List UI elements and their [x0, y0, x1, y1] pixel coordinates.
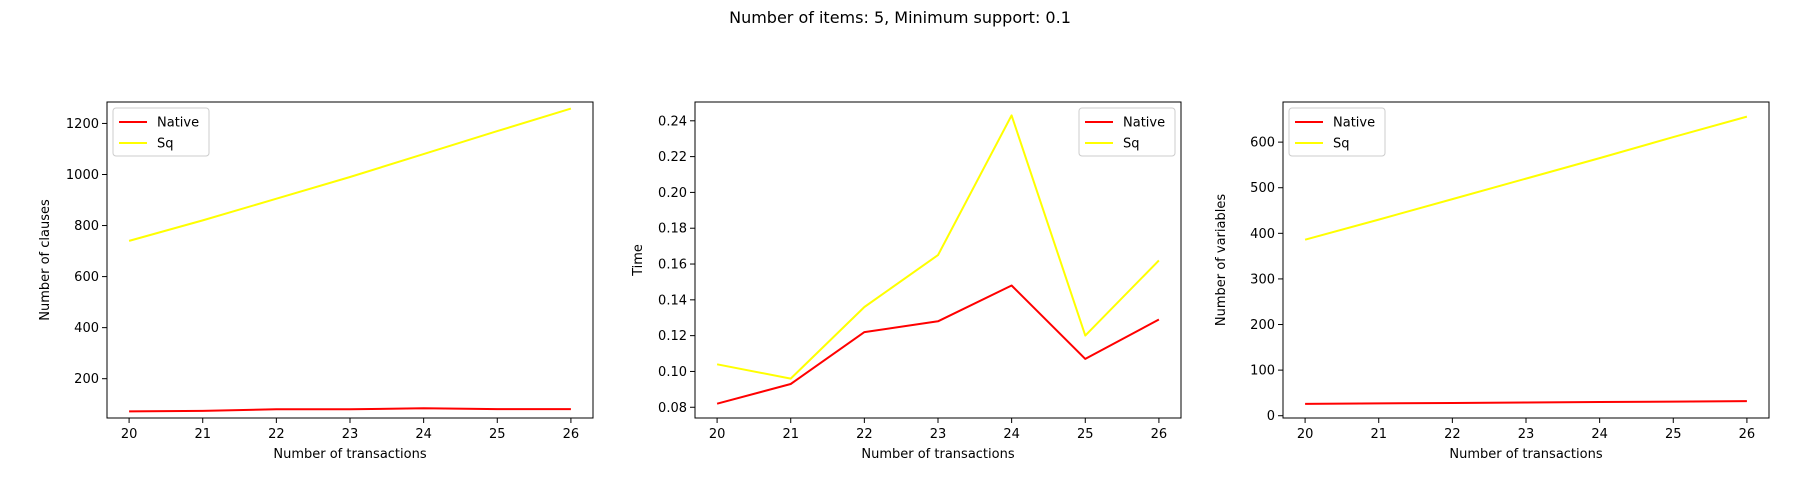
- legend-label-sq: Sq: [1123, 137, 1140, 152]
- x-tick-label: 26: [563, 427, 580, 442]
- legend: Native Sq: [112, 107, 210, 157]
- legend-label-native: Native: [1333, 116, 1375, 131]
- x-tick-label: 25: [1665, 427, 1682, 442]
- y-tick-label: 1200: [66, 117, 99, 132]
- series-line-native: [716, 284, 1160, 405]
- legend-label-native: Native: [1123, 116, 1165, 131]
- subplot-1: 20 21 22 23 24 25 26 200 400 600 800 1000 1200 Number…: [38, 101, 594, 462]
- y-tick-label: 0.18: [658, 222, 687, 237]
- y-axis-label: Number of variables: [1214, 194, 1229, 326]
- y-tick-label: 1000: [66, 168, 99, 183]
- x-tick-label: 21: [782, 427, 799, 442]
- plot-frame: [694, 101, 1182, 419]
- legend-label-sq: Sq: [1333, 137, 1350, 152]
- x-tick-label: 22: [856, 427, 873, 442]
- y-tick-label: 600: [1250, 136, 1275, 151]
- x-axis-label: Number of transactions: [273, 447, 426, 462]
- series-line-native: [1305, 400, 1747, 405]
- series-line-sq: [716, 114, 1160, 380]
- series-line-sq: [1304, 115, 1748, 241]
- y-tick-label: 0.16: [658, 258, 687, 273]
- subplot-2: 20 21 22 23 24 25 26 0.08 0.10 0.12 0.14 0.16 0.18 0.…: [631, 101, 1182, 462]
- y-tick-label: 600: [74, 270, 99, 285]
- y-tick-label: 0.12: [658, 329, 687, 344]
- x-tick-label: 20: [709, 427, 726, 442]
- y-axis-label: Time: [631, 244, 646, 277]
- y-tick-label: 0.20: [658, 186, 687, 201]
- x-tick-label: 26: [1151, 427, 1168, 442]
- x-tick-label: 25: [489, 427, 506, 442]
- x-tick-label: 21: [194, 427, 211, 442]
- figure-title: Number of items: 5, Minimum support: 0.1: [729, 8, 1071, 27]
- y-tick-label: 0.10: [658, 365, 687, 380]
- y-tick-label: 200: [74, 372, 99, 387]
- y-tick-label: 400: [74, 321, 99, 336]
- legend: Native Sq: [1288, 107, 1386, 157]
- x-tick-label: 26: [1739, 427, 1756, 442]
- y-tick-label: 100: [1250, 364, 1275, 379]
- x-tick-label: 25: [1077, 427, 1094, 442]
- x-tick-label: 24: [1591, 427, 1608, 442]
- x-tick-label: 23: [930, 427, 947, 442]
- x-tick-label: 23: [342, 427, 359, 442]
- x-tick-label: 21: [1370, 427, 1387, 442]
- x-tick-label: 20: [121, 427, 138, 442]
- x-tick-label: 22: [1444, 427, 1461, 442]
- x-tick-label: 20: [1297, 427, 1314, 442]
- legend-label-sq: Sq: [157, 137, 174, 152]
- y-tick-label: 400: [1250, 227, 1275, 242]
- legend: Native Sq: [1078, 107, 1176, 157]
- x-tick-label: 23: [1518, 427, 1535, 442]
- y-tick-label: 0.08: [658, 401, 687, 416]
- y-tick-label: 500: [1250, 181, 1275, 196]
- series-line-sq: [128, 107, 572, 242]
- x-tick-label: 24: [1003, 427, 1020, 442]
- y-tick-label: 0: [1267, 409, 1275, 424]
- x-tick-label: 24: [415, 427, 432, 442]
- subplot-3: 20 21 22 23 24 25 26 0 100 200 300 400 500 600 Number …: [1214, 101, 1770, 462]
- plot-frame: [106, 101, 594, 419]
- y-tick-label: 200: [1250, 318, 1275, 333]
- plot-frame: [1282, 101, 1770, 419]
- legend-label-native: Native: [157, 116, 199, 131]
- y-tick-label: 0.24: [658, 114, 687, 129]
- x-axis-label: Number of transactions: [1449, 447, 1602, 462]
- x-tick-label: 22: [268, 427, 285, 442]
- x-axis-label: Number of transactions: [861, 447, 1014, 462]
- y-tick-label: 0.22: [658, 150, 687, 165]
- y-tick-label: 300: [1250, 272, 1275, 287]
- y-tick-label: 0.14: [658, 293, 687, 308]
- y-tick-label: 800: [74, 219, 99, 234]
- y-axis-label: Number of clauses: [38, 199, 53, 321]
- series-line-native: [129, 407, 571, 413]
